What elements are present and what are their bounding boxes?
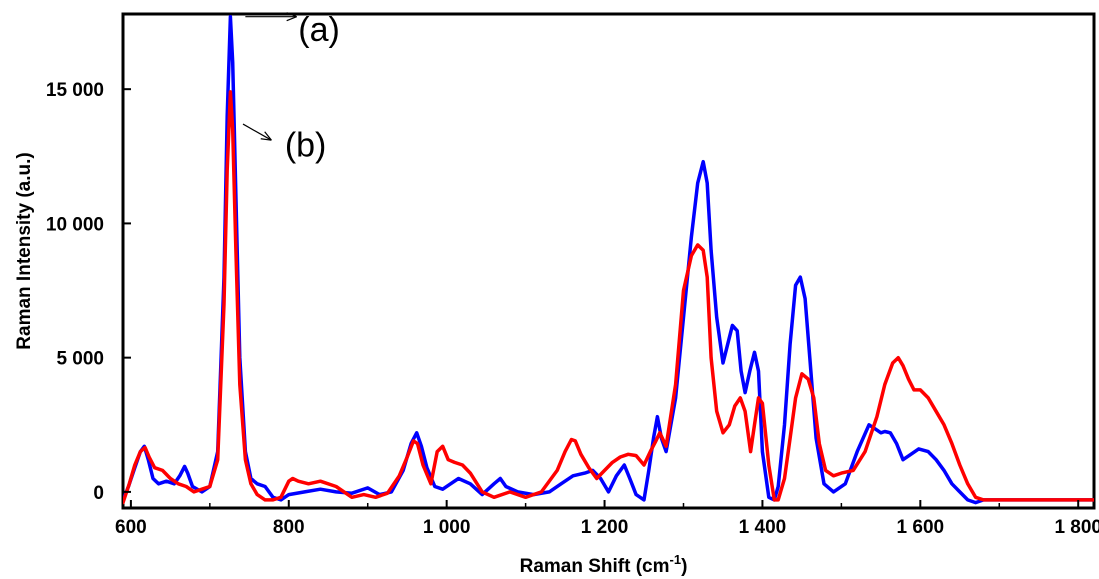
x-axis-title-main: Raman Shift (cm [520,556,670,577]
plot-frame [121,12,1096,510]
series-line-1 [123,90,1094,505]
annotation-label-1: (b) [285,126,327,164]
x-tick-label: 1 400 [739,517,787,538]
x-axis-title: Raman Shift (cm-1) [520,552,688,577]
x-tick-label: 1 000 [423,517,471,538]
x-tick-label: 600 [115,517,147,538]
x-tick-label: 800 [273,517,305,538]
annotation-arrowhead-1 [260,131,272,141]
series-line-0 [123,14,1094,505]
annotation-arrowhead-0 [286,12,297,22]
y-tick-label: 10 000 [46,214,104,235]
x-tick-label: 1 200 [581,517,629,538]
y-tick-label: 0 [93,483,104,504]
x-axis-title-end: ) [681,556,687,577]
x-tick-label: 1 600 [897,517,945,538]
y-axis-title: Raman Intensity (a.u.) [14,152,35,349]
x-tick-label: 1 800 [1054,517,1099,538]
y-tick-label: 5 000 [56,349,104,370]
annotation-arrow-1 [242,123,272,141]
annotation-label-0: (a) [298,11,340,49]
annotations: (a) (b) [242,11,340,164]
y-axis: 0 5 000 10 000 15 000 [46,80,131,504]
x-axis: 600 800 1 000 1 200 1 400 1 600 1 800 [115,500,1099,538]
x-axis-title-superscript: -1 [670,552,682,567]
series-layer [123,14,1094,505]
y-tick-label: 15 000 [46,80,104,101]
